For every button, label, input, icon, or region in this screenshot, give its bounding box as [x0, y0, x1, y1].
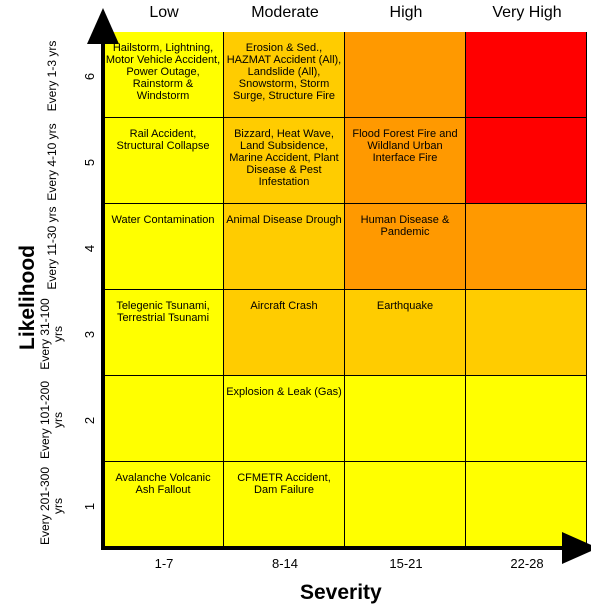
risk-matrix-grid: Hailstorm, Lightning, Motor Vehicle Acci…: [103, 32, 588, 548]
matrix-cell: [345, 32, 466, 118]
matrix-cell: Avalanche Volcanic Ash Fallout: [103, 462, 224, 548]
matrix-cell: Bizzard, Heat Wave, Land Subsidence, Mar…: [224, 118, 345, 204]
matrix-cell: Water Contamination: [103, 204, 224, 290]
matrix-cell: [103, 376, 224, 462]
severity-level-high: High: [389, 4, 423, 21]
matrix-cell: Earthquake: [345, 290, 466, 376]
matrix-cell: Hailstorm, Lightning, Motor Vehicle Acci…: [103, 32, 224, 118]
matrix-cell: [466, 118, 587, 204]
severity-level-low: Low: [149, 4, 179, 21]
matrix-cell: Human Disease & Pandemic: [345, 204, 466, 290]
matrix-cell: CFMETR Accident, Dam Failure: [224, 462, 345, 548]
matrix-cell: [345, 376, 466, 462]
matrix-cell: Rail Accident, Structural Collapse: [103, 118, 224, 204]
severity-axis-title: Severity: [300, 581, 382, 604]
matrix-cell: [466, 204, 587, 290]
matrix-cell: Explosion & Leak (Gas): [224, 376, 345, 462]
matrix-cell: [466, 290, 587, 376]
matrix-cell: Flood Forest Fire and Wildland Urban Int…: [345, 118, 466, 204]
matrix-cell: Telegenic Tsunami, Terrestrial Tsunami: [103, 290, 224, 376]
matrix-cell: [466, 376, 587, 462]
severity-range: 15-21: [389, 556, 423, 571]
matrix-cell: [466, 32, 587, 118]
severity-range: 22-28: [510, 556, 544, 571]
severity-level-very-high: Very High: [492, 4, 562, 21]
severity-range: 1-7: [154, 556, 174, 571]
matrix-cell: Aircraft Crash: [224, 290, 345, 376]
matrix-cell: Animal Disease Drough: [224, 204, 345, 290]
severity-level-moderate: Moderate: [251, 4, 319, 21]
matrix-cell: Erosion & Sed., HAZMAT Accident (All), L…: [224, 32, 345, 118]
severity-range: 8-14: [271, 556, 299, 571]
